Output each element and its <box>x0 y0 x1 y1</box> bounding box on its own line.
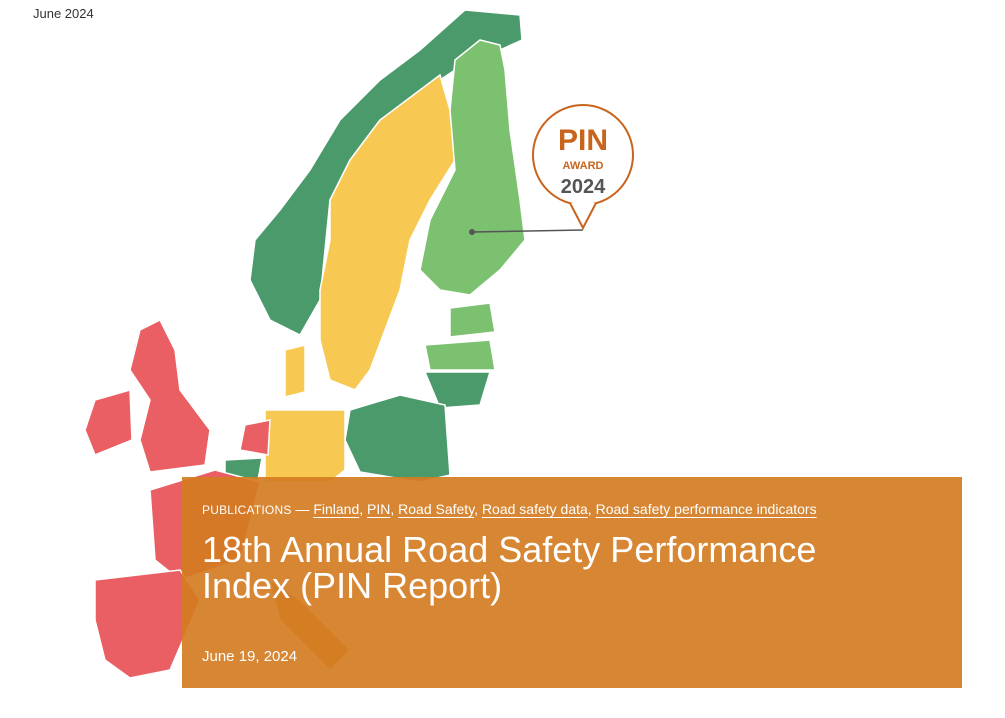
article-date: June 19, 2024 <box>202 648 298 665</box>
badge-leader <box>471 229 584 233</box>
badge-dot <box>469 229 475 235</box>
header-date: June 2024 <box>33 6 94 21</box>
badge-subtitle: AWARD <box>563 160 604 172</box>
tag-link[interactable]: Finland <box>313 501 360 517</box>
denmark <box>284 344 306 398</box>
tag-link[interactable]: Road safety data <box>481 501 588 517</box>
badge-pointer <box>569 202 597 231</box>
category: PUBLICATIONS <box>202 503 292 517</box>
tag-separator: , <box>359 501 364 517</box>
article-title[interactable]: 18th Annual Road Safety Performance Inde… <box>202 529 817 606</box>
badge-year: 2024 <box>561 176 606 198</box>
tag-separator: , <box>587 501 592 517</box>
tag-separator: , <box>390 501 395 517</box>
lithuania <box>423 371 492 409</box>
latvia <box>424 339 496 371</box>
tag-link[interactable]: Road Safety <box>398 501 475 517</box>
netherlands <box>239 419 271 456</box>
tag-separator: , <box>474 501 479 517</box>
ireland <box>84 389 133 456</box>
badge-title: PIN <box>558 124 608 157</box>
uk <box>129 318 211 473</box>
dash: — <box>295 501 310 517</box>
article-card: PUBLICATIONS — Finland, PIN, Road Safety… <box>182 477 962 688</box>
estonia <box>449 302 496 338</box>
article-meta: PUBLICATIONS — Finland, PIN, Road Safety… <box>202 501 817 517</box>
poland <box>344 394 451 483</box>
tag-link[interactable]: Road safety performance indicators <box>595 501 817 517</box>
sweden <box>319 73 456 391</box>
germany <box>264 409 346 483</box>
tag-link[interactable]: PIN <box>367 501 391 517</box>
